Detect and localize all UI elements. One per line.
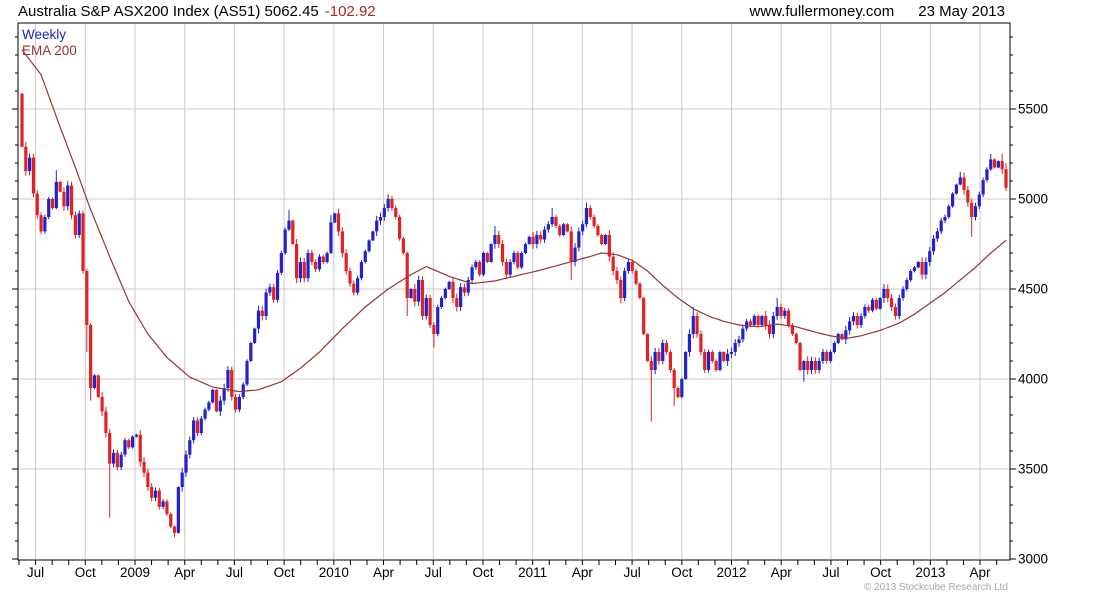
chart-legend: Weekly EMA 200 [22,27,77,59]
x-axis-label: 2013 [915,565,945,580]
x-axis-label: Jul [623,565,640,580]
x-axis-label: Oct [472,565,493,580]
x-axis-label: Oct [870,565,891,580]
candles-layer [20,93,1008,538]
x-axis-label: 2009 [120,565,150,580]
copyright-notice: © 2013 Stockcube Research Ltd [863,582,1008,593]
y-axis-label: 3000 [1018,552,1048,567]
title-bar: Australia S&P ASX200 Index (AS51) 5062.4… [18,3,376,20]
x-axis-label: Oct [671,565,692,580]
x-axis-label: Jul [226,565,243,580]
x-axis-label: Apr [174,565,196,580]
legend-ema: EMA 200 [22,43,77,58]
x-axis-label: Apr [771,565,793,580]
x-axis-label: 2012 [716,565,746,580]
plot-border [17,22,1011,561]
x-axis-label: Jul [27,565,44,580]
plot-background [18,23,1010,560]
legend-weekly: Weekly [22,27,67,42]
grid-layer [19,24,1009,559]
y-axis-label: 3500 [1018,462,1048,477]
x-axis-label: Jul [822,565,839,580]
x-axis-label: Apr [572,565,594,580]
x-axis: Jul Oct 2009 Apr Jul Oct 2010 Apr Jul Oct 2011 Apr J… [18,560,998,580]
x-axis-label: Apr [970,565,992,580]
x-axis-label: Jul [425,565,442,580]
y-axis: 3000 3500 4000 4500 5000 5500 [12,36,1048,567]
x-axis-label: Oct [274,565,295,580]
y-axis-label: 4000 [1018,372,1048,387]
header-right: www.fullermoney.com 23 May 2013 [750,3,1006,20]
header-date: 23 May 2013 [918,3,1005,20]
ema-line [21,49,1007,393]
y-axis-label: 5000 [1018,192,1048,207]
y-axis-label: 4500 [1018,282,1048,297]
x-axis-label: 2011 [518,565,547,580]
y-axis-label: 5500 [1018,102,1048,117]
watermark-url: www.fullermoney.com [749,3,895,20]
chart-change-value: -102.92 [324,3,376,20]
x-axis-label: Oct [75,565,96,580]
x-axis-label: Apr [373,565,395,580]
x-axis-label: 2010 [319,565,349,580]
chart-title: Australia S&P ASX200 Index (AS51) 5062.4… [18,3,319,20]
